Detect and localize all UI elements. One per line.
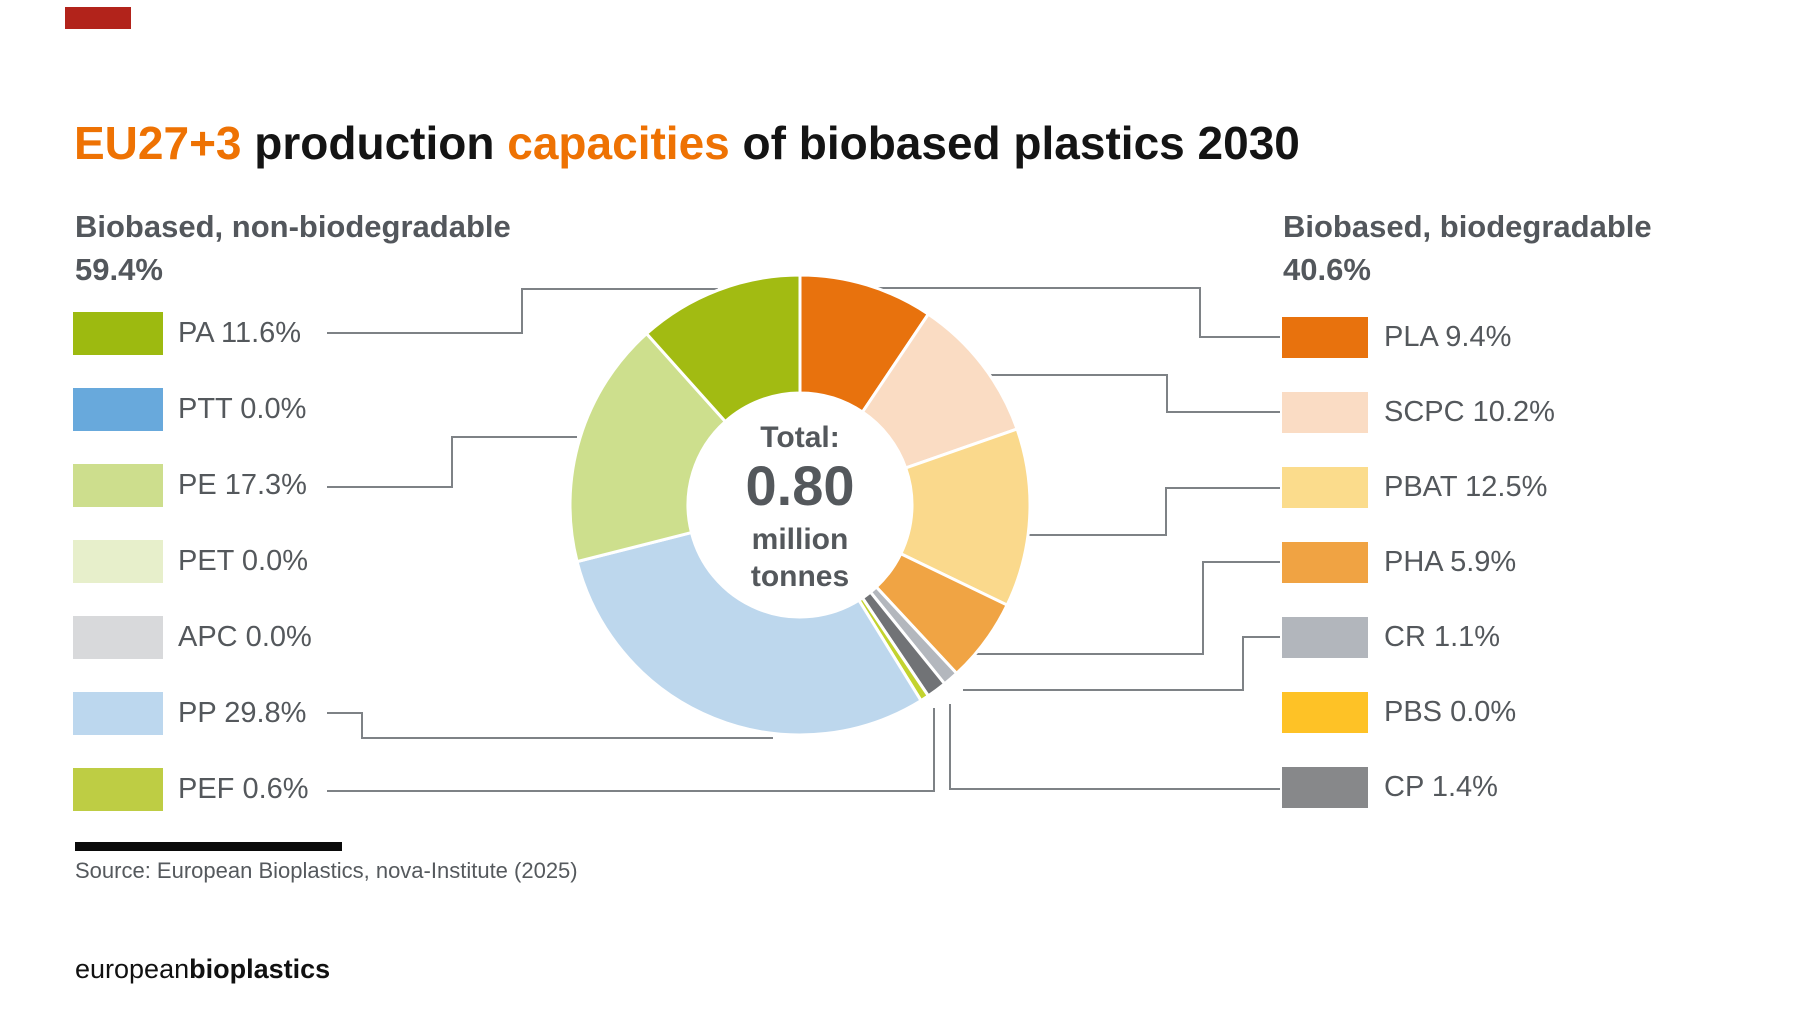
legend-swatch-pha [1282, 542, 1368, 583]
legend-right: PLA 9.4% SCPC 10.2% PBAT 12.5% PHA 5.9% … [1282, 317, 1555, 808]
logo-part-regular: european [75, 954, 190, 984]
title-plain-1: production [241, 117, 508, 169]
connector-lines [327, 287, 1280, 792]
connector-pa [327, 288, 718, 334]
legend-label-pla: PLA 9.4% [1384, 321, 1512, 353]
legend-swatch-cp [1282, 767, 1368, 808]
logo-part-bold: bioplastics [189, 954, 331, 984]
red-marker [65, 7, 131, 29]
donut-center-total-label: Total: [760, 421, 840, 454]
legend-left: PA 11.6% PTT 0.0% PE 17.3% PET 0.0% APC … [73, 312, 312, 811]
legend-label-apc: APC 0.0% [178, 621, 312, 653]
legend-label-pbat: PBAT 12.5% [1384, 471, 1548, 503]
legend-swatch-pp [73, 692, 163, 735]
donut-slice-pp [575, 530, 924, 737]
legend-label-pe: PE 17.3% [178, 469, 307, 501]
legend-item-pha: PHA 5.9% [1282, 542, 1555, 583]
legend-swatch-cr [1282, 617, 1368, 658]
connector-pbat [1026, 487, 1280, 536]
legend-swatch-ptt [73, 388, 163, 431]
legend-item-ptt: PTT 0.0% [73, 388, 312, 431]
legend-label-cr: CR 1.1% [1384, 621, 1501, 653]
legend-swatch-apc [73, 616, 163, 659]
legend-label-pet: PET 0.0% [178, 545, 309, 577]
legend-swatch-pef [73, 768, 163, 811]
legend-right-heading-pct: 40.6% [1283, 252, 1371, 287]
legend-swatch-pla [1282, 317, 1368, 358]
donut-center-text: Total: 0.80 million tonnes [650, 418, 950, 595]
legend-item-pbs: PBS 0.0% [1282, 692, 1555, 733]
legend-swatch-pet [73, 540, 163, 583]
title-accent-1: EU27+3 [74, 117, 242, 169]
connector-pe [327, 436, 577, 488]
connector-pef [327, 708, 935, 792]
donut-center-unit-1: million [751, 523, 849, 556]
legend-right-heading-text: Biobased, biodegradable [1283, 209, 1652, 244]
legend-label-ptt: PTT 0.0% [178, 393, 307, 425]
donut-slice-pa [644, 273, 802, 424]
legend-item-cr: CR 1.1% [1282, 617, 1555, 658]
title-plain-2: of biobased plastics 2030 [729, 117, 1300, 169]
page-title: EU27+3 production capacities of biobased… [74, 116, 1300, 170]
legend-item-apc: APC 0.0% [73, 616, 312, 659]
legend-label-pa: PA 11.6% [178, 317, 302, 349]
title-accent-2: capacities [507, 117, 730, 169]
connector-pp [327, 712, 773, 739]
source-text: Source: European Bioplastics, nova-Insti… [75, 858, 578, 883]
legend-swatch-pbat [1282, 467, 1368, 508]
donut-slice-pe [568, 331, 728, 564]
connector-pla [872, 287, 1280, 338]
legend-left-heading-text: Biobased, non-biodegradable [75, 209, 511, 244]
legend-label-scpc: SCPC 10.2% [1384, 396, 1555, 428]
legend-left-heading-pct: 59.4% [75, 252, 163, 287]
legend-item-pef: PEF 0.6% [73, 768, 312, 811]
legend-item-pbat: PBAT 12.5% [1282, 467, 1555, 508]
legend-label-pp: PP 29.8% [178, 697, 307, 729]
legend-label-pha: PHA 5.9% [1384, 546, 1517, 578]
connector-cr [963, 636, 1280, 691]
legend-label-pbs: PBS 0.0% [1384, 696, 1517, 728]
legend-swatch-pbs [1282, 692, 1368, 733]
legend-item-pet: PET 0.0% [73, 540, 312, 583]
legend-item-pa: PA 11.6% [73, 312, 312, 355]
donut-center-unit-2: tonnes [750, 560, 850, 593]
donut-center-value: 0.80 [745, 454, 855, 517]
legend-item-pe: PE 17.3% [73, 464, 312, 507]
legend-label-cp: CP 1.4% [1384, 771, 1498, 803]
legend-item-cp: CP 1.4% [1282, 767, 1555, 808]
legend-swatch-pe [73, 464, 163, 507]
legend-right-heading: Biobased, biodegradable 40.6% [1283, 205, 1652, 291]
legend-swatch-pa [73, 312, 163, 355]
connector-pha [976, 561, 1280, 655]
logo: europeanbioplastics [75, 954, 330, 985]
legend-label-pef: PEF 0.6% [178, 773, 309, 805]
divider-bar [75, 842, 342, 851]
connector-cp [949, 704, 1280, 790]
donut-slices [568, 273, 1032, 737]
donut-slice-pbat [898, 427, 1032, 608]
legend-left-heading: Biobased, non-biodegradable 59.4% [75, 205, 511, 291]
legend-item-scpc: SCPC 10.2% [1282, 392, 1555, 433]
legend-swatch-scpc [1282, 392, 1368, 433]
legend-item-pp: PP 29.8% [73, 692, 312, 735]
connector-scpc [986, 374, 1280, 413]
legend-item-pla: PLA 9.4% [1282, 317, 1555, 358]
